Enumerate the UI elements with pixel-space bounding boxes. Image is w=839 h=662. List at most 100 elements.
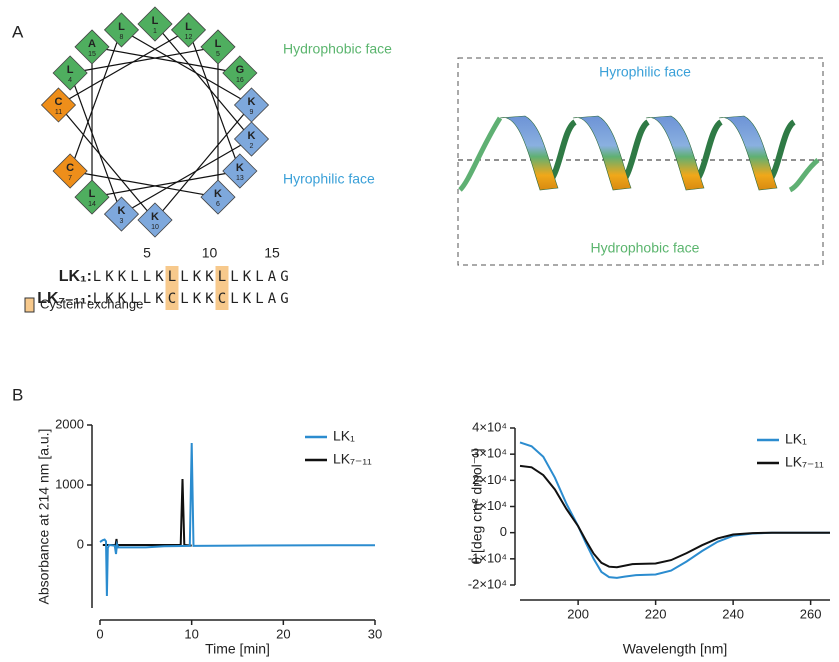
face-label: Hyrophilic face — [599, 64, 691, 80]
wheel-residue — [222, 153, 258, 189]
sequence-tick: 10 — [202, 245, 218, 261]
y-tick-label: 2000 — [55, 416, 84, 431]
wheel-link — [69, 29, 123, 172]
wheel-link — [70, 46, 219, 74]
y-tick-label: -2×10⁴ — [468, 576, 507, 591]
residue-letter: L — [215, 38, 222, 50]
wheel-link — [58, 104, 156, 221]
residue-letter: A — [88, 38, 96, 50]
wheel-residue — [103, 12, 140, 48]
x-tick-label: 220 — [645, 606, 667, 621]
wheel-residue — [74, 29, 110, 65]
helix-tail — [788, 158, 820, 193]
y-tick-label: 1000 — [55, 476, 84, 491]
y-tick-label: 0 — [77, 536, 84, 551]
residue: L — [130, 269, 138, 285]
residue-letter: L — [67, 64, 74, 76]
residue-number: 15 — [88, 51, 96, 58]
residue-letter: K — [151, 211, 159, 223]
residue: L — [255, 291, 263, 307]
residue-letter: L — [152, 15, 159, 27]
residue: L — [93, 291, 101, 307]
residue-number: 14 — [88, 201, 96, 208]
helix-box — [457, 57, 824, 266]
y-tick-label: -1×10⁴ — [468, 550, 507, 565]
helix-front — [645, 115, 705, 191]
residue: L — [180, 269, 188, 285]
legend-label: LK₇₋₁₁ — [785, 454, 824, 470]
residue: K — [105, 269, 114, 285]
residue-letter: K — [236, 162, 244, 174]
panel-label: B — [12, 385, 23, 404]
residue: A — [268, 291, 277, 307]
residue: L — [230, 291, 238, 307]
residue-letter: C — [55, 96, 63, 108]
sequence-name: LK₁: — [59, 268, 92, 285]
exchange-legend: Cystein exchange — [40, 296, 143, 311]
residue-number: 7 — [68, 175, 72, 182]
helix-front — [572, 115, 632, 191]
residue: G — [280, 269, 288, 285]
wheel-link — [154, 23, 252, 140]
series-line — [99, 442, 375, 597]
residue-number: 8 — [120, 34, 124, 41]
sequence-tick: 5 — [143, 245, 151, 261]
residue: K — [118, 291, 127, 307]
residue: L — [93, 269, 101, 285]
face-label: Hyrophilic face — [283, 171, 375, 187]
residue: L — [143, 269, 151, 285]
series-line — [519, 441, 830, 579]
wheel-link — [69, 72, 123, 215]
residue-letter: K — [248, 96, 256, 108]
wheel-residue — [200, 29, 236, 65]
series-line — [102, 478, 192, 549]
x-tick-label: 260 — [800, 606, 822, 621]
legend-label: LK₇₋₁₁ — [333, 451, 372, 467]
residue-number: 5 — [216, 51, 220, 58]
residue: G — [280, 291, 288, 307]
face-label: Hydrophobic face — [283, 41, 392, 57]
exchange-highlight — [215, 266, 229, 288]
exchange-highlight — [165, 266, 179, 288]
y-tick-label: 4×10⁴ — [472, 419, 507, 434]
residue-number: 2 — [250, 143, 254, 150]
y-tick-label: 1×10⁴ — [472, 498, 507, 513]
residue: K — [243, 291, 252, 307]
helix-front — [499, 115, 559, 191]
y-axis-label: θ [deg cm² dmol⁻¹] — [469, 448, 485, 564]
residue-number: 1 — [153, 28, 157, 35]
residue-letter: C — [66, 162, 74, 174]
exchange-swatch — [24, 297, 35, 313]
residue-letter: L — [89, 188, 96, 200]
wheel-residue — [200, 179, 236, 215]
residue-letter: K — [214, 188, 222, 200]
wheel-link — [121, 138, 252, 215]
helix — [458, 115, 820, 193]
sequence-name: LK₇₋₁₁: — [37, 290, 92, 307]
residue: L — [255, 269, 263, 285]
residue: C — [168, 291, 176, 307]
residue: L — [130, 291, 138, 307]
residue: L — [168, 269, 176, 285]
wheel-link — [91, 170, 240, 198]
residue: C — [218, 291, 226, 307]
sequence-tick: 15 — [264, 245, 280, 261]
wheel-residue — [103, 196, 140, 232]
wheel-residue — [52, 153, 88, 189]
residue: K — [193, 291, 202, 307]
wheel-residue — [74, 179, 110, 215]
residue-number: 3 — [120, 218, 124, 225]
residue-letter: L — [185, 21, 192, 33]
x-tick-label: 0 — [96, 626, 103, 641]
y-axis-label: Absorbance at 214 nm [a.u.] — [36, 429, 52, 605]
residue-number: 11 — [55, 109, 62, 116]
residue: K — [205, 291, 214, 307]
panel-label: A — [12, 22, 24, 41]
exchange-highlight — [165, 288, 179, 310]
wheel-link — [70, 170, 219, 198]
residue-letter: G — [236, 64, 245, 76]
residue-number: 16 — [236, 77, 244, 84]
residue: L — [230, 269, 238, 285]
x-axis-label: Time [min] — [205, 641, 270, 657]
